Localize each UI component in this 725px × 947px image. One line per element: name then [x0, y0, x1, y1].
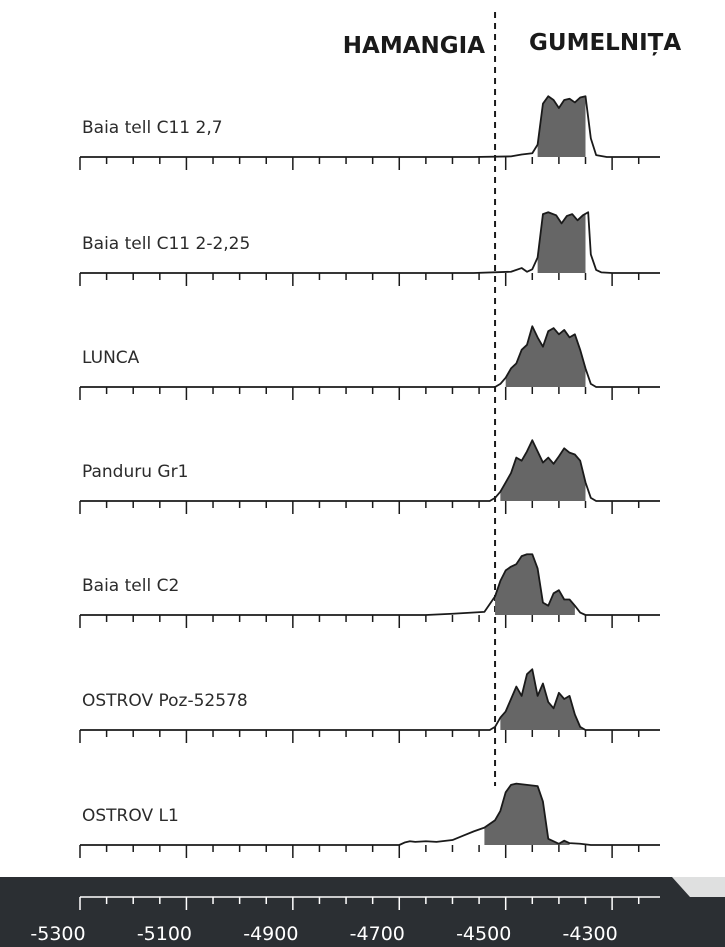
- axis-corner-notch: [672, 877, 725, 897]
- hpd-range-area: [484, 783, 570, 845]
- sample-row: Baia tell C11 2,7: [79, 95, 660, 170]
- sample-row: Panduru Gr1: [79, 439, 660, 514]
- probability-curve: [80, 325, 660, 388]
- probability-curve: [80, 553, 660, 616]
- bottom-axis-band: -5300 -5100 -4900 -4700 -4500 -4300: [0, 877, 725, 947]
- probability-curve: [80, 782, 660, 846]
- sample-rows: Baia tell C11 2,7 Baia tell C11 2-2,25 LUN…: [79, 95, 660, 858]
- sample-label: OSTROV Poz-52578: [82, 691, 248, 711]
- hpd-range-area: [495, 554, 575, 615]
- sample-label: Baia tell C2: [82, 576, 179, 596]
- hpd-range-area: [537, 96, 586, 157]
- sample-row: OSTROV Poz-52578: [79, 668, 660, 743]
- sample-label: Baia tell C11 2,7: [82, 118, 223, 138]
- sample-row: LUNCA: [79, 325, 660, 400]
- probability-curve: [80, 211, 660, 274]
- sample-label: Baia tell C11 2-2,25: [82, 234, 250, 254]
- x-tick-label: -4500: [456, 923, 511, 945]
- period-label-hamangia: HAMANGIA: [343, 33, 485, 59]
- sample-label: LUNCA: [82, 348, 140, 368]
- hpd-range-area: [505, 326, 586, 387]
- sample-label: Panduru Gr1: [82, 462, 188, 482]
- x-tick-label: -4900: [243, 923, 298, 945]
- sample-row: Baia tell C2: [79, 553, 660, 628]
- x-tick-label: -4700: [350, 923, 405, 945]
- hpd-range-area: [537, 212, 586, 273]
- probability-curve: [80, 95, 660, 158]
- hpd-range-area: [500, 440, 586, 501]
- sample-row: Baia tell C11 2-2,25: [79, 211, 660, 286]
- hpd-range-area: [500, 669, 586, 730]
- x-tick-label: -5100: [137, 923, 192, 945]
- axis-background: [0, 877, 725, 947]
- x-tick-label: -4300: [563, 923, 618, 945]
- period-label-gumelnita: GUMELNIȚA: [529, 30, 681, 56]
- probability-curve: [80, 668, 660, 731]
- sample-row: OSTROV L1: [79, 782, 660, 858]
- x-tick-label: -5300: [30, 923, 85, 945]
- sample-label: OSTROV L1: [82, 806, 179, 826]
- probability-curve: [80, 439, 660, 502]
